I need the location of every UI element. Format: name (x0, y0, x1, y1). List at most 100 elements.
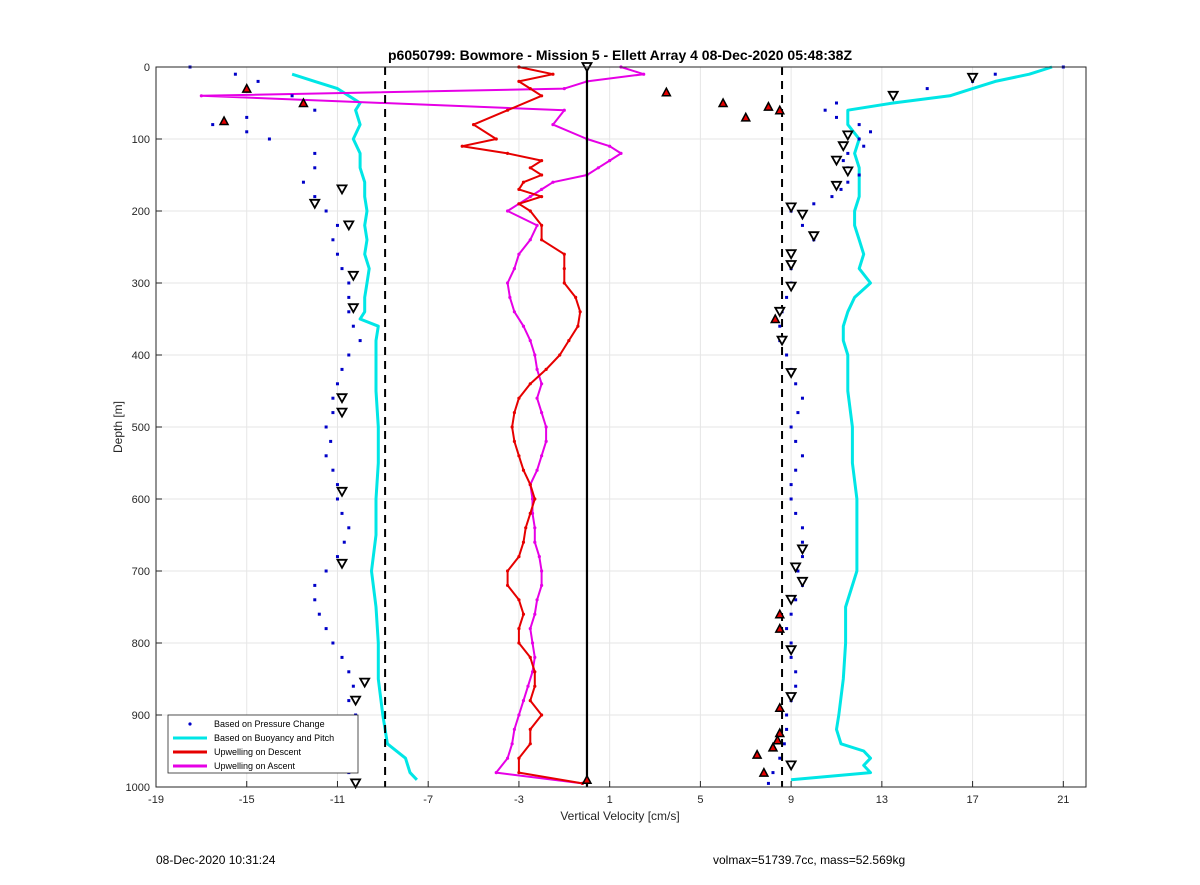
legend: Based on Pressure Change Based on Buoyan… (167, 714, 359, 774)
pressure-change-point (335, 223, 339, 227)
pressure-change-point (834, 101, 838, 105)
turn-marker-down (785, 645, 798, 657)
upwelling-ascent-point (530, 497, 535, 501)
upwelling-ascent-point (512, 727, 516, 732)
pressure-change-point (347, 353, 351, 357)
pressure-change-point (785, 727, 789, 731)
pressure-change-point (313, 583, 317, 587)
pressure-change-point (789, 641, 793, 645)
x-tick-label: -15 (239, 794, 255, 806)
upwelling-ascent-point (528, 238, 532, 242)
legend-label-descent: Upwelling on Descent (214, 747, 302, 757)
upwelling-descent-point (540, 713, 544, 717)
pressure-change-point (358, 339, 362, 343)
upwelling-ascent-point (533, 526, 537, 530)
upwelling-descent-point (540, 238, 544, 242)
upwelling-ascent-point (533, 540, 537, 544)
upwelling-ascent-point (562, 87, 566, 91)
pressure-change-point (331, 641, 335, 645)
upwelling-descent-point (521, 612, 526, 616)
pressure-change-point (789, 497, 793, 501)
upwelling-descent-point (528, 209, 532, 213)
pressure-change-point (335, 483, 339, 487)
upwelling-descent-point (533, 497, 537, 501)
pressure-change-point (834, 115, 838, 119)
upwelling-ascent-point (505, 209, 510, 213)
pressure-change-point (340, 511, 344, 515)
upwelling-ascent-point (521, 699, 526, 703)
upwelling-descent-point (494, 137, 498, 141)
y-tick-label: 600 (132, 494, 150, 506)
pressure-change-point (796, 569, 800, 573)
turn-marker-down (785, 249, 798, 261)
pressure-change-point (925, 87, 929, 91)
upwelling-ascent-point (505, 281, 510, 285)
pressure-change-point (794, 382, 798, 386)
pressure-change-point (823, 108, 827, 112)
turn-marker-up (740, 111, 752, 122)
turn-marker-up (218, 115, 230, 126)
x-tick-label: 13 (876, 794, 888, 806)
pressure-change-point (782, 742, 786, 746)
upwelling-ascent-point (530, 641, 535, 645)
upwelling-ascent-point (533, 612, 537, 616)
upwelling-descent-point (528, 166, 532, 170)
pressure-change-point (331, 396, 335, 400)
pressure-change-point (335, 382, 339, 386)
pressure-change-point (785, 353, 789, 357)
pressure-change-point (869, 130, 873, 134)
pressure-change-point (245, 115, 249, 119)
pressure-change-point (347, 281, 351, 285)
x-tick-label: -7 (423, 794, 433, 806)
turn-marker-down (887, 90, 900, 102)
upwelling-ascent-point (540, 187, 544, 191)
pressure-change-point (335, 497, 339, 501)
upwelling-descent-point (505, 583, 510, 588)
pressure-change-point (794, 468, 798, 472)
upwelling-descent-point (517, 454, 521, 458)
upwelling-descent-point (517, 771, 521, 775)
pressure-change-point (778, 756, 782, 760)
turn-marker-down (837, 141, 850, 153)
upwelling-descent-point (528, 382, 532, 386)
upwelling-ascent-point (528, 339, 532, 343)
pressure-change-point (313, 166, 317, 170)
pressure-change-point (778, 324, 782, 328)
turn-marker-down (349, 695, 362, 707)
legend-marker-pressure (188, 722, 192, 726)
upwelling-descent-point (505, 151, 510, 155)
upwelling-descent-point (505, 108, 510, 112)
x-tick-label: 5 (697, 794, 703, 806)
upwelling-descent-point (517, 641, 521, 645)
y-tick-label: 200 (132, 206, 150, 218)
upwelling-descent-point (528, 483, 532, 487)
upwelling-descent-point (521, 540, 526, 544)
legend-label-buoyancy: Based on Buoyancy and Pitch (214, 733, 334, 743)
pressure-change-point (335, 555, 339, 559)
pressure-change-point (317, 612, 321, 616)
upwelling-ascent-point (535, 468, 539, 472)
footer-parameters: volmax=51739.7cc, mass=52.569kg (713, 853, 906, 867)
pressure-change-point (301, 180, 305, 184)
upwelling-ascent-point (540, 382, 544, 386)
turn-marker-up (241, 83, 252, 93)
pressure-change-point (800, 540, 804, 544)
pressure-change-point (313, 195, 317, 199)
pressure-change-point (800, 396, 804, 400)
upwelling-descent-point (460, 144, 464, 148)
upwelling-ascent-point (608, 144, 612, 148)
pressure-change-point (846, 180, 850, 184)
pressure-change-point (794, 598, 798, 602)
upwelling-ascent-point (551, 123, 555, 127)
pressure-change-point (233, 72, 237, 76)
upwelling-descent-point (517, 756, 521, 760)
upwelling-ascent-point (528, 627, 532, 631)
pressure-change-point (324, 569, 328, 573)
upwelling-descent-point (562, 281, 566, 285)
upwelling-ascent-point (530, 511, 535, 515)
pressure-change-point (993, 72, 997, 76)
pressure-change-point (267, 137, 271, 141)
upwelling-ascent-point (540, 454, 544, 458)
upwelling-descent-point (540, 173, 544, 177)
y-tick-label: 800 (132, 638, 150, 650)
